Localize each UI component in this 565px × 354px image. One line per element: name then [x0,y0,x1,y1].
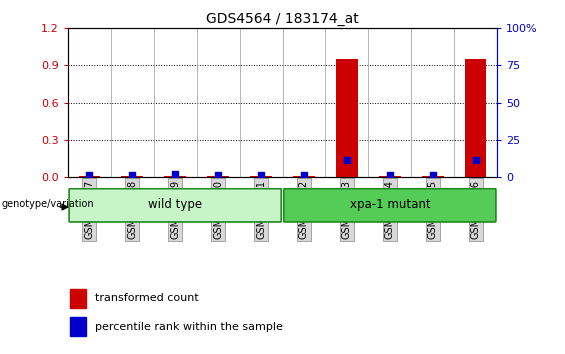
Point [342,157,351,163]
Text: genotype/variation: genotype/variation [2,199,94,209]
Point [85,172,94,178]
Text: xpa-1 mutant: xpa-1 mutant [350,198,430,211]
Bar [465,59,486,177]
Bar [164,176,186,177]
Bar [121,176,143,177]
Point [428,172,437,178]
Bar [79,176,100,177]
Point [171,171,180,177]
Text: transformed count: transformed count [95,293,199,303]
Point [299,172,308,178]
Title: GDS4564 / 183174_at: GDS4564 / 183174_at [206,12,359,26]
Bar [293,176,315,177]
Point [128,172,137,178]
Point [214,172,223,178]
Bar [250,176,272,177]
Bar [207,176,229,177]
Bar [379,176,401,177]
Bar [70,289,86,308]
FancyBboxPatch shape [284,189,496,222]
Text: wild type: wild type [148,198,202,211]
Bar [336,59,358,177]
Point [385,172,394,178]
Point [471,157,480,163]
FancyBboxPatch shape [69,189,281,222]
Bar [422,176,444,177]
Text: percentile rank within the sample: percentile rank within the sample [95,322,283,332]
Point [257,172,266,178]
Bar [70,317,86,336]
